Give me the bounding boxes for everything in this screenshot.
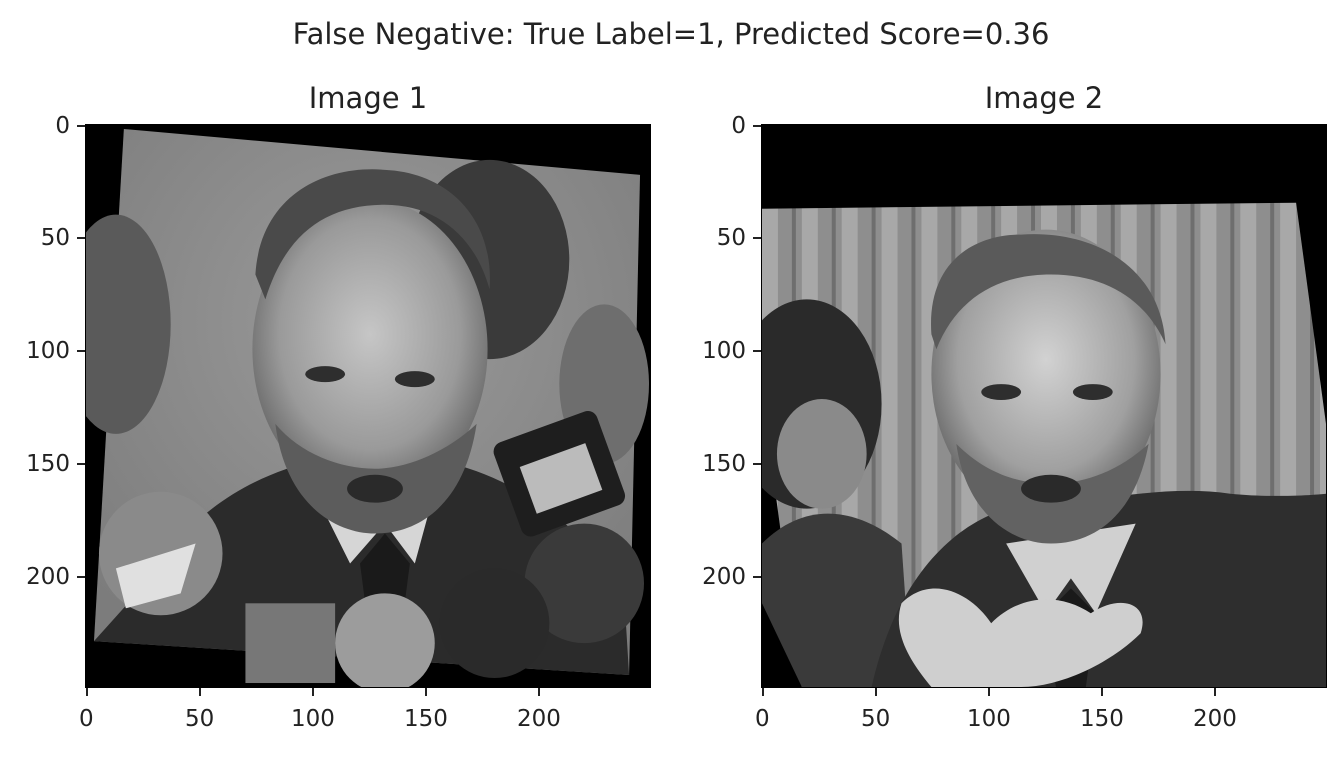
panel-2-title: Image 2: [984, 81, 1104, 115]
panel-2-image: [761, 124, 1327, 688]
panel-1-ytick-label: 200: [26, 564, 70, 590]
panel-2-xtick-mark: [875, 688, 877, 696]
panel-1-xtick-label: 50: [185, 706, 215, 732]
panel-2-xtick-mark: [762, 688, 764, 696]
panel-1-photo: [86, 125, 650, 687]
panel-1-title: Image 1: [308, 81, 428, 115]
panel-2-xtick-label: 200: [1193, 706, 1237, 732]
panel-2-ytick-mark: [753, 576, 761, 578]
panel-2-ytick-mark: [753, 463, 761, 465]
panel-1-ytick-mark: [77, 237, 85, 239]
panel-1-xtick-label: 150: [404, 706, 448, 732]
panel-2-xtick-label: 0: [755, 706, 770, 732]
panel-1-ytick-label: 150: [26, 451, 70, 477]
panel-2-ytick-label: 0: [731, 113, 746, 139]
panel-2-xtick-mark: [988, 688, 990, 696]
panel-1-ytick-mark: [77, 576, 85, 578]
panel-2-xtick-mark: [1101, 688, 1103, 696]
panel-2-ytick-label: 150: [702, 451, 746, 477]
panel-1-xtick-mark: [312, 688, 314, 696]
panel-1-xtick-mark: [425, 688, 427, 696]
panel-1-xtick-label: 0: [79, 706, 94, 732]
panel-2-ytick-label: 50: [716, 225, 746, 251]
panel-2-ytick-label: 100: [702, 338, 746, 364]
panel-1-ytick-mark: [77, 125, 85, 127]
panel-2-ytick-mark: [753, 237, 761, 239]
panel-1-xtick-label: 200: [517, 706, 561, 732]
panel-1-xtick-mark: [86, 688, 88, 696]
panel-2-ytick-mark: [753, 350, 761, 352]
panel-2-xtick-label: 150: [1080, 706, 1124, 732]
panel-1-ytick-label: 50: [40, 225, 70, 251]
panel-2-xtick-label: 100: [967, 706, 1011, 732]
panel-1-image: [85, 124, 651, 688]
panel-2-xtick-mark: [1214, 688, 1216, 696]
figure-title: False Negative: True Label=1, Predicted …: [292, 17, 1050, 51]
panel-1-ytick-mark: [77, 463, 85, 465]
panel-2-xtick-label: 50: [861, 706, 891, 732]
panel-2-ytick-mark: [753, 125, 761, 127]
panel-2-ytick-label: 200: [702, 564, 746, 590]
panel-1-ytick-label: 100: [26, 338, 70, 364]
panel-1-ytick-mark: [77, 350, 85, 352]
panel-1-ytick-label: 0: [55, 113, 70, 139]
panel-1-xtick-label: 100: [291, 706, 335, 732]
panel-1-xtick-mark: [538, 688, 540, 696]
panel-1-xtick-mark: [199, 688, 201, 696]
panel-2-photo: [762, 125, 1326, 687]
